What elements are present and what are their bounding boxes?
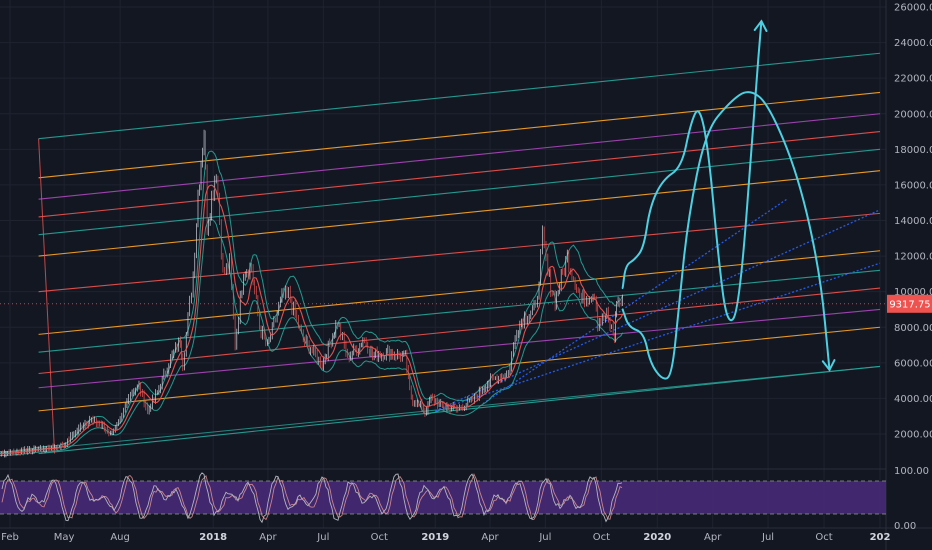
forecast-arrowhead: [753, 19, 768, 32]
oscillator-line: [1, 472, 623, 524]
x-tick-label: Oct: [815, 532, 832, 543]
moving-average-line: [0, 184, 624, 455]
x-tick-label: Jul: [761, 532, 774, 543]
y-tick-label: 22000.00: [894, 74, 932, 85]
y-tick-label: 18000.00: [894, 145, 932, 156]
channel-line: [38, 170, 881, 257]
x-tick-label: Jul: [538, 532, 551, 543]
y-tick-label: 14000.00: [894, 216, 932, 227]
channel-line: [38, 212, 881, 293]
channel-line: [38, 113, 881, 200]
x-tick-label: 2020: [643, 532, 671, 543]
channel-edge: [38, 138, 56, 454]
channel-line: [38, 326, 881, 412]
y-tick-label: 4000.00: [894, 394, 932, 405]
trendlines: [434, 198, 881, 412]
y-tick-label: 12000.00: [894, 252, 932, 263]
upper-band: [0, 150, 624, 453]
x-tick-label: Apr: [259, 532, 277, 543]
y-tick-label: 8000.00: [894, 323, 932, 334]
channel-line: [38, 250, 881, 335]
x-tick-label: Feb: [1, 532, 19, 543]
x-tick-label: May: [54, 532, 75, 543]
channel-line: [38, 287, 881, 375]
y-tick-label: 26000.00: [894, 3, 932, 14]
forecast-drawings: [621, 19, 836, 380]
blue-trendline: [434, 209, 881, 412]
channel-line: [38, 308, 881, 389]
channel-line: [38, 148, 881, 236]
forecast-arrowhead: [821, 359, 836, 372]
x-tick-label: 2018: [199, 532, 227, 543]
x-tick-label: Jul: [316, 532, 329, 543]
oscillator-tick-label: 100.00: [894, 466, 929, 477]
channel-line: [38, 52, 881, 140]
y-tick-label: 24000.00: [894, 38, 932, 49]
oscillator-band: [0, 481, 886, 514]
x-tick-label: Apr: [481, 532, 499, 543]
x-tick-label: Apr: [704, 532, 722, 543]
x-tick-label: 202: [870, 532, 891, 543]
y-tick-label: 20000.00: [894, 109, 932, 120]
x-tick-label: Oct: [593, 532, 610, 543]
x-tick-label: Aug: [110, 532, 130, 543]
oscillator-pane: 100.00 0.00: [0, 466, 929, 532]
blue-trendline: [482, 198, 788, 405]
y-tick-label: 2000.00: [894, 430, 932, 441]
last-price-tag: [887, 294, 932, 313]
price-series: [0, 129, 624, 458]
last-price-label: 9317.75: [889, 299, 930, 310]
x-tick-label: 2019: [421, 532, 449, 543]
channel-line: [38, 130, 881, 218]
forecast-path[interactable]: [621, 20, 763, 322]
forecast-path[interactable]: [621, 91, 831, 380]
y-tick-label: 6000.00: [894, 358, 932, 369]
oscillator-tick-label: 0.00: [894, 521, 916, 532]
x-tick-label: Oct: [371, 532, 388, 543]
grid: [0, 0, 886, 528]
y-tick-label: 10000.00: [894, 287, 932, 298]
oscillator-signal-line: [1, 473, 623, 521]
channel-line: [38, 91, 881, 179]
y-tick-label: 16000.00: [894, 180, 932, 191]
